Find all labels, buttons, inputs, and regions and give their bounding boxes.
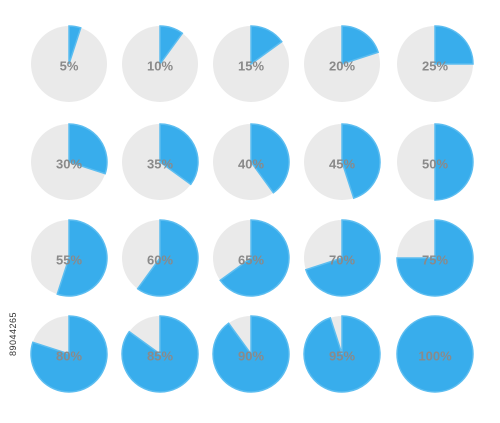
pie-slice (30, 315, 108, 393)
pie-slice (396, 315, 474, 393)
pie-label: 70% (329, 253, 355, 268)
pie-slice (68, 25, 82, 65)
pie-label: 45% (329, 157, 355, 172)
pie-slice (304, 219, 381, 297)
pie-30: 30% (31, 123, 108, 200)
pie-label: 50% (422, 157, 448, 172)
pie-90: 90% (212, 315, 290, 393)
pie-80: 80% (30, 315, 108, 393)
pie-label: 40% (238, 157, 264, 172)
pie-label: 100% (418, 349, 452, 364)
pie-slice (341, 25, 380, 66)
pie-slice (434, 123, 474, 201)
pie-label: 85% (147, 349, 173, 364)
pie-label: 15% (238, 59, 264, 74)
pie-label: 35% (147, 157, 173, 172)
pie-slice (396, 219, 474, 297)
pie-slice (212, 315, 290, 393)
pie-label: 65% (238, 253, 264, 268)
pie-label: 95% (329, 349, 355, 364)
pie-85: 85% (121, 315, 199, 393)
pie-slice (303, 315, 381, 393)
pie-5: 5% (31, 25, 107, 102)
pie-slice (56, 219, 108, 297)
pie-slice (159, 123, 199, 186)
pie-100: 100% (396, 315, 474, 393)
pie-60: 60% (122, 219, 199, 297)
pie-label: 10% (147, 59, 173, 74)
pie-slice (341, 123, 381, 200)
pie-35: 35% (122, 123, 199, 200)
pie-75: 75% (396, 219, 474, 297)
pie-label: 20% (329, 59, 355, 74)
pie-label: 55% (56, 253, 82, 268)
pie-50: 50% (397, 123, 474, 201)
pie-label: 30% (56, 157, 82, 172)
pie-25: 25% (397, 25, 474, 102)
pie-slice (434, 25, 474, 65)
pie-slice (136, 219, 199, 297)
pie-65: 65% (213, 219, 290, 297)
pie-55: 55% (31, 219, 108, 297)
pie-slice (219, 219, 290, 297)
pie-20: 20% (304, 25, 380, 102)
stock-id-label: 89044265 (8, 312, 18, 357)
pie-label: 60% (147, 253, 173, 268)
pie-label: 75% (422, 253, 448, 268)
pie-slice (68, 123, 108, 175)
pie-slice (159, 25, 184, 67)
pie-95: 95% (303, 315, 381, 393)
pie-label: 80% (56, 349, 82, 364)
pie-15: 15% (213, 25, 289, 102)
pie-slice (250, 123, 290, 194)
pie-label: 5% (60, 59, 79, 74)
pie-slice (250, 25, 283, 66)
pie-label: 25% (422, 59, 448, 74)
pie-slice (121, 315, 199, 393)
pie-10: 10% (122, 25, 198, 102)
pie-label: 90% (238, 349, 264, 364)
pie-70: 70% (304, 219, 381, 297)
pie-40: 40% (213, 123, 290, 200)
pie-45: 45% (304, 123, 381, 200)
